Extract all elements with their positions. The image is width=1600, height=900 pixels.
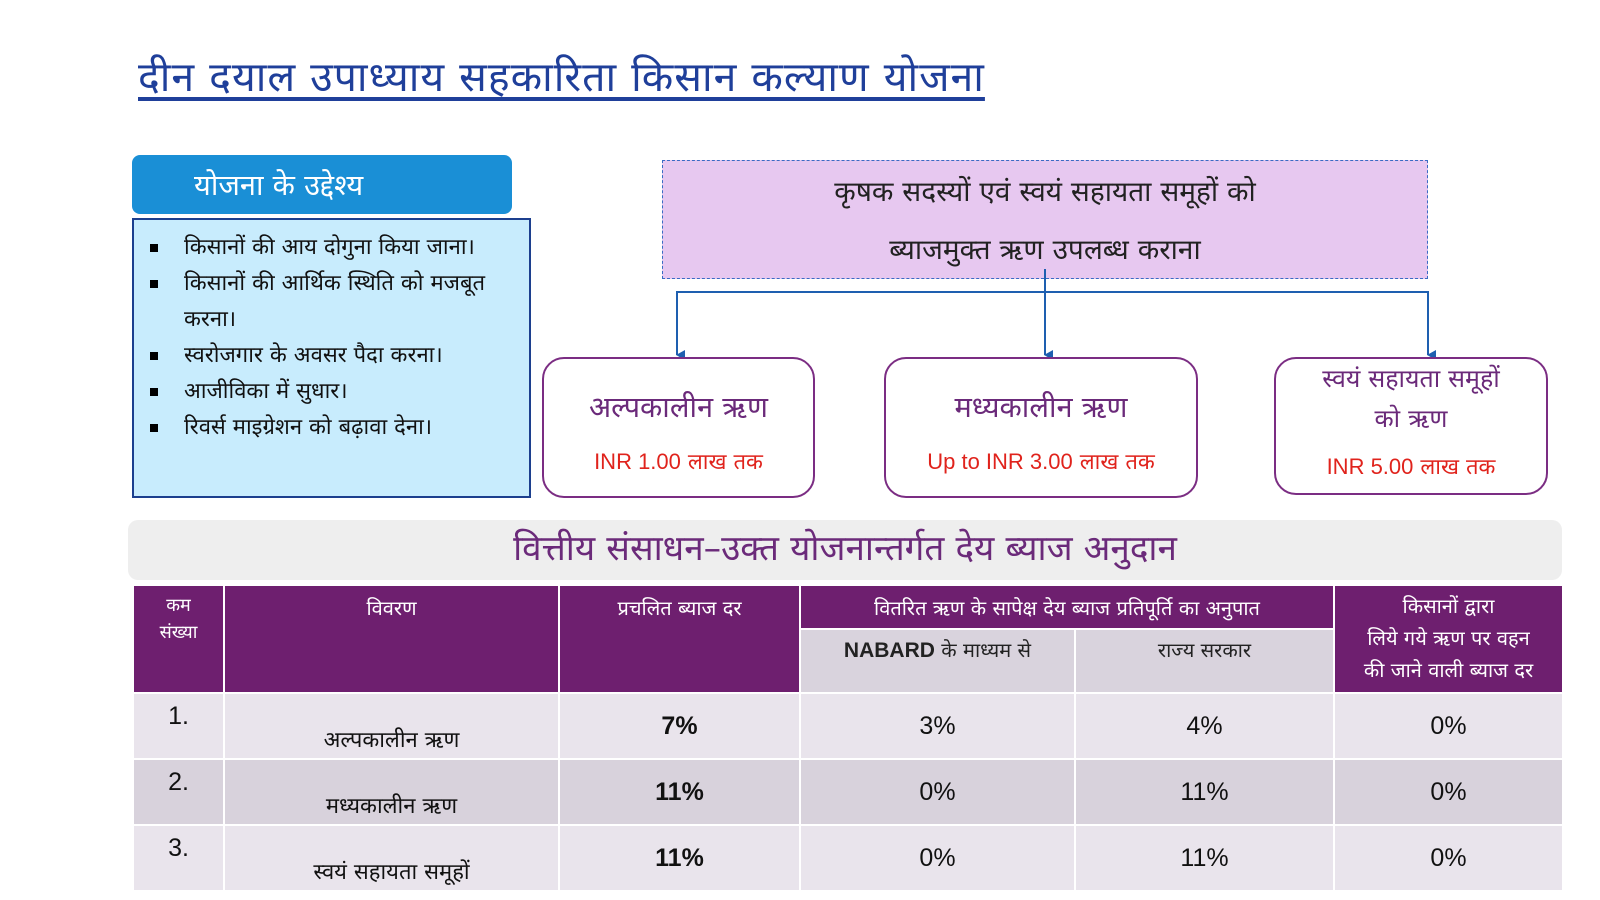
cell-nabard: 0%: [799, 758, 1076, 826]
goal-line-1: कृषक सदस्यों एवं स्वयं सहायता समूहों को: [834, 175, 1256, 208]
table-row: 1. अल्पकालीन ऋण 7% 3% 4% 0%: [132, 692, 1564, 760]
loan-card-short-term: अल्पकालीन ऋण INR 1.00 लाख तक: [542, 357, 815, 498]
cell-farmer-rate: 0%: [1333, 824, 1564, 892]
cell-farmer-rate: 0%: [1333, 758, 1564, 826]
header-farmer-rate: किसानों द्वारा लिये गये ऋण पर वहन की जान…: [1333, 584, 1564, 694]
cell-prevailing-rate: 11%: [558, 824, 801, 892]
cell-description: अल्पकालीन ऋण: [223, 692, 560, 760]
page-title: दीन दयाल उपाध्याय सहकारिता किसान कल्याण …: [138, 53, 985, 101]
header-serial: कम संख्या: [132, 584, 225, 694]
cell-nabard: 0%: [799, 824, 1076, 892]
cell-state: 4%: [1074, 692, 1335, 760]
scheme-goal-box: कृषक सदस्यों एवं स्वयं सहायता समूहों को …: [662, 160, 1428, 279]
loan-card-amount: Up to INR 3.00 लाख तक: [927, 449, 1155, 475]
header-nabard: NABARD के माध्यम से: [799, 628, 1076, 694]
cell-description: मध्यकालीन ऋण: [223, 758, 560, 826]
cell-serial: 2.: [132, 758, 225, 826]
cell-state: 11%: [1074, 824, 1335, 892]
objective-item: आजीविका में सुधार।: [146, 374, 519, 410]
objective-item: रिवर्स माइग्रेशन को बढ़ावा देना।: [146, 410, 519, 446]
loan-card-shg: स्वयं सहायता समूहों को ऋण INR 5.00 लाख त…: [1274, 357, 1548, 495]
header-ratio: वितरित ऋण के सापेक्ष देय ब्याज प्रतिपूर्…: [799, 584, 1335, 630]
objective-item: किसानों की आर्थिक स्थिति को मजबूत करना।: [146, 266, 519, 338]
cell-farmer-rate: 0%: [1333, 692, 1564, 760]
loan-card-title: मध्यकालीन ऋण: [954, 390, 1128, 424]
cell-prevailing-rate: 7%: [558, 692, 801, 760]
objectives-list: किसानों की आय दोगुना किया जाना। किसानों …: [146, 230, 519, 446]
loan-card-title: स्वयं सहायता समूहों को ऋण: [1322, 364, 1500, 433]
loan-card-amount: INR 1.00 लाख तक: [594, 449, 763, 475]
header-state-govt: राज्य सरकार: [1074, 628, 1335, 694]
header-description: विवरण: [223, 584, 560, 694]
cell-description: स्वयं सहायता समूहों: [223, 824, 560, 892]
objective-item: स्वरोजगार के अवसर पैदा करना।: [146, 338, 519, 374]
objectives-list-box: किसानों की आय दोगुना किया जाना। किसानों …: [132, 218, 531, 498]
objectives-heading: योजना के उद्देश्य: [132, 155, 512, 214]
interest-subsidy-table: कम संख्या विवरण प्रचलित ब्याज दर वितरित ऋ…: [132, 584, 1564, 892]
cell-prevailing-rate: 11%: [558, 758, 801, 826]
cell-serial: 3.: [132, 824, 225, 892]
loan-card-amount: INR 5.00 लाख तक: [1326, 454, 1496, 480]
header-prevailing-rate: प्रचलित ब्याज दर: [558, 584, 801, 694]
loan-card-medium-term: मध्यकालीन ऋण Up to INR 3.00 लाख तक: [884, 357, 1198, 498]
table-row: 3. स्वयं सहायता समूहों 11% 0% 11% 0%: [132, 824, 1564, 892]
cell-serial: 1.: [132, 692, 225, 760]
table-row: 2. मध्यकालीन ऋण 11% 0% 11% 0%: [132, 758, 1564, 826]
cell-nabard: 3%: [799, 692, 1076, 760]
cell-state: 11%: [1074, 758, 1335, 826]
objective-item: किसानों की आय दोगुना किया जाना।: [146, 230, 519, 266]
goal-line-2: ब्याजमुक्त ऋण उपलब्ध कराना: [889, 233, 1201, 266]
loan-card-title: अल्पकालीन ऋण: [588, 390, 769, 424]
finance-heading: वित्तीय संसाधन–उक्त योजनान्तर्गत देय ब्य…: [128, 520, 1562, 580]
